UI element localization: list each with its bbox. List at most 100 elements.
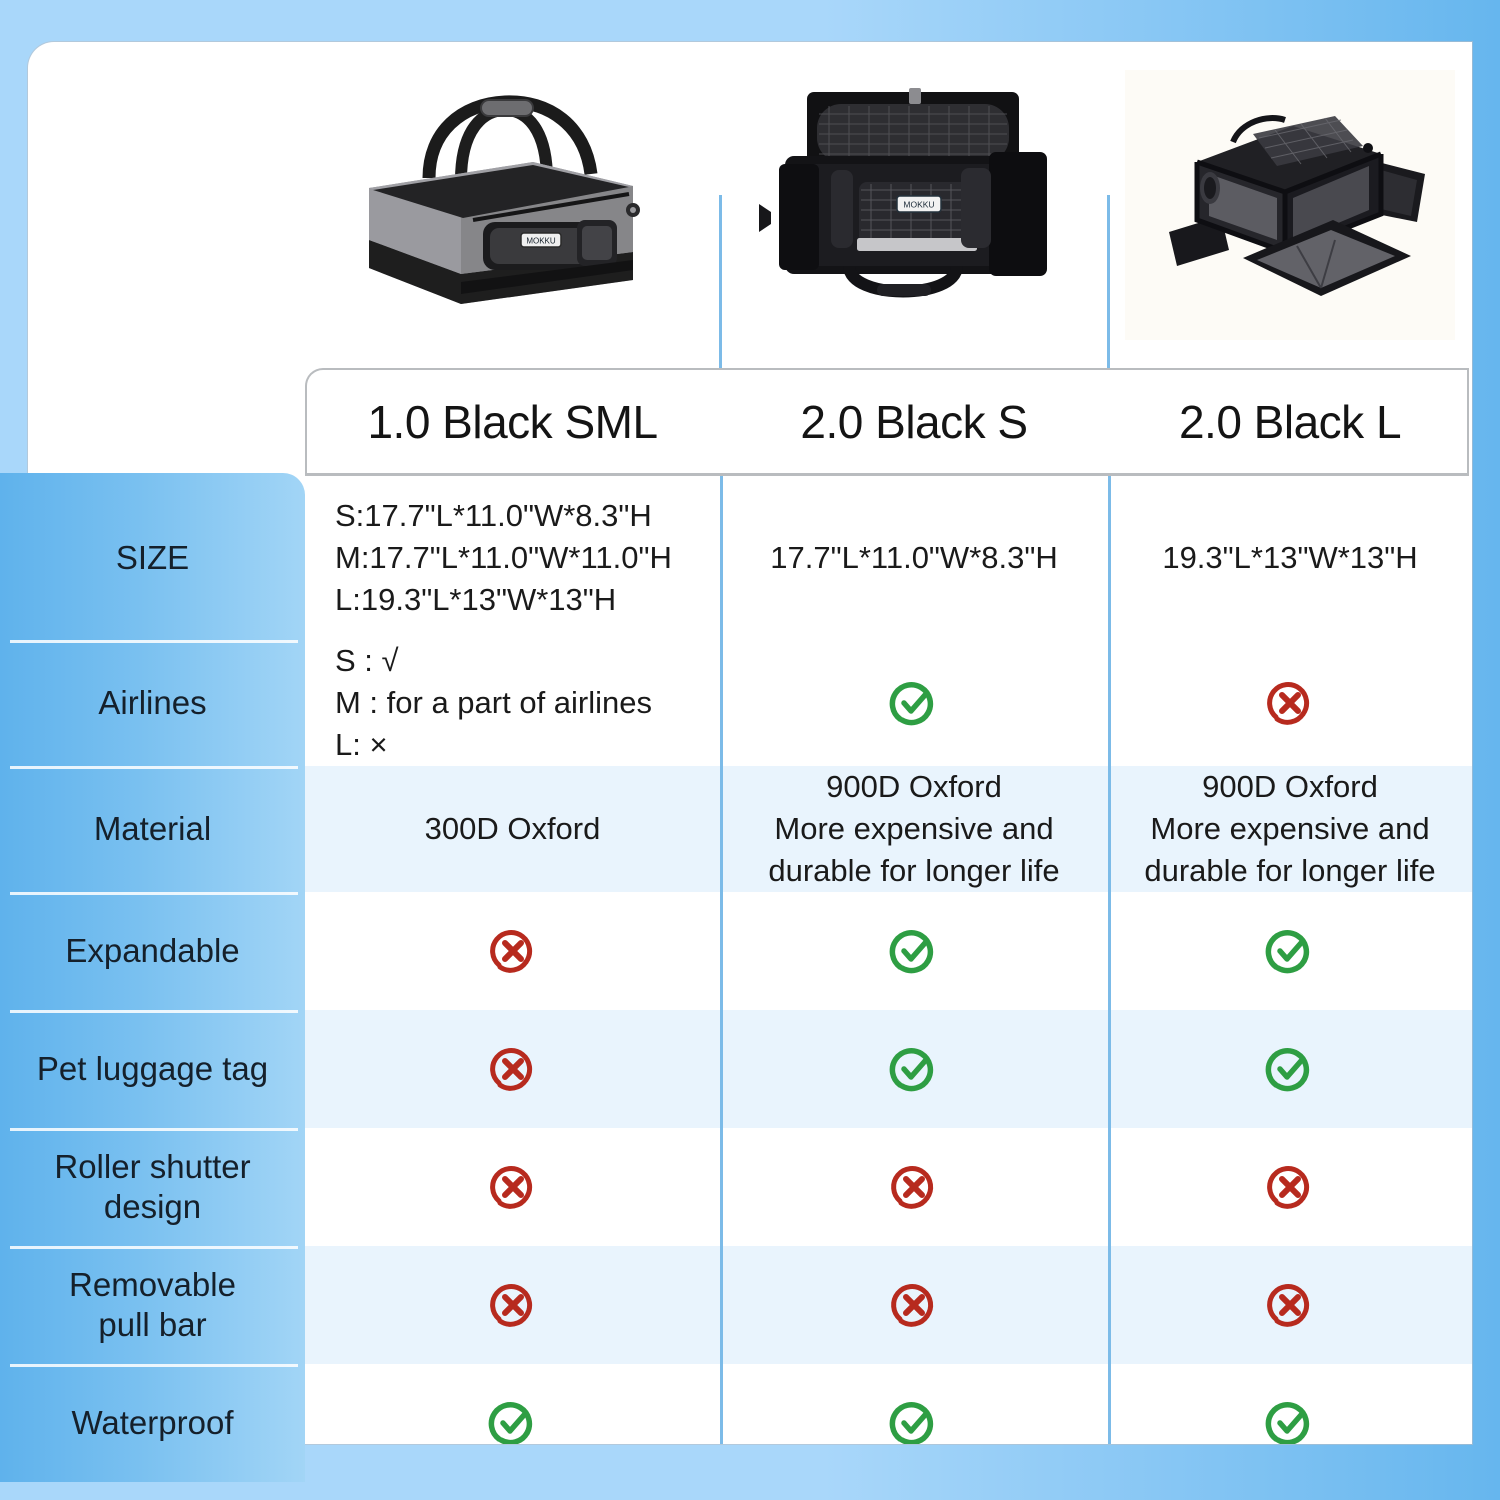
row-label-text: Material — [93, 809, 212, 847]
column-divider-2 — [1108, 766, 1111, 892]
column-header-3: 2.0 Black L — [1178, 396, 1402, 448]
cell-text: S : √ M : for a part of airlines L: × — [305, 640, 720, 766]
column-divider-2 — [1108, 1246, 1111, 1364]
row-label: Airlines — [0, 640, 305, 766]
cell-cross — [720, 1128, 1108, 1246]
cell-check — [1108, 892, 1472, 1010]
column-divider-2 — [1108, 1010, 1111, 1128]
column-header-1: 1.0 Black SML — [367, 396, 658, 448]
column-divider-1 — [720, 1246, 723, 1364]
column-divider-1 — [720, 892, 723, 1010]
cell-cross — [305, 892, 720, 1010]
column-divider-1 — [720, 1010, 723, 1128]
row-label-column: SIZE Airlines Material Expandable Pet luggag… — [0, 473, 305, 1482]
cell-text: 17.7"L*11.0"W*8.3"H — [720, 476, 1108, 640]
cross-circle-icon — [891, 1166, 934, 1209]
row-label-divider — [10, 640, 298, 643]
product-image-3 — [1108, 42, 1472, 368]
svg-text:MOKKU: MOKKU — [903, 200, 934, 210]
row-label: Waterproof — [0, 1364, 305, 1482]
row-label: Pet luggage tag — [0, 1010, 305, 1128]
row-label: Material — [0, 766, 305, 892]
cell-value: 17.7"L*11.0"W*8.3"H — [770, 539, 1058, 575]
check-circle-icon — [1265, 1048, 1310, 1092]
cell-text: 900D Oxford More expensive and durable f… — [720, 766, 1108, 892]
cell-value: S:17.7"L*11.0"W*8.3"H M:17.7"L*11.0"W*11… — [335, 497, 672, 618]
column-divider-2 — [1108, 476, 1111, 640]
comparison-card: MOKKU — [28, 42, 1472, 1444]
check-circle-icon — [889, 930, 934, 974]
cross-circle-icon — [489, 1166, 532, 1209]
cross-circle-icon — [489, 1048, 532, 1091]
check-circle-icon — [1265, 930, 1310, 974]
column-divider-1 — [720, 1128, 723, 1246]
column-divider-2 — [1108, 640, 1111, 766]
row-label-divider — [10, 1010, 298, 1013]
row-label-divider — [10, 892, 298, 895]
column-divider-2 — [1108, 1128, 1111, 1246]
black-pet-carrier-mesh-icon: MOKKU — [759, 88, 1047, 298]
cell-cross — [305, 1010, 720, 1128]
row-label: Expandable — [0, 892, 305, 1010]
check-circle-icon — [889, 1402, 934, 1444]
row-label-text: Removable pull bar — [69, 1265, 236, 1343]
cell-cross — [720, 1246, 1108, 1364]
cell-check — [720, 1364, 1108, 1444]
table-row — [305, 1128, 1472, 1246]
row-label-divider — [10, 1246, 298, 1249]
row-label: Roller shutter design — [0, 1128, 305, 1246]
row-label-text: SIZE — [115, 538, 190, 576]
svg-text:MOKKU: MOKKU — [526, 237, 556, 246]
row-label: SIZE — [0, 476, 305, 640]
cell-cross — [305, 1128, 720, 1246]
cell-check — [305, 1364, 720, 1444]
product-image-2: MOKKU — [720, 42, 1108, 368]
cell-text: 19.3"L*13"W*13"H — [1108, 476, 1472, 640]
table-row — [305, 1364, 1472, 1444]
cross-circle-icon — [1267, 682, 1310, 725]
cell-check — [720, 1010, 1108, 1128]
column-divider-2 — [1108, 892, 1111, 1010]
check-circle-icon — [488, 1402, 532, 1444]
image-divider-2 — [1107, 195, 1110, 368]
row-label-text: Roller shutter design — [54, 1147, 251, 1225]
cell-cross — [1108, 1128, 1472, 1246]
cross-circle-icon — [1267, 1284, 1310, 1327]
check-circle-icon — [1265, 1402, 1310, 1444]
cell-cross — [305, 1246, 720, 1364]
cell-value: 300D Oxford — [424, 810, 601, 846]
column-divider-1 — [720, 1364, 723, 1444]
product-image-1: MOKKU — [305, 42, 720, 368]
cell-check — [720, 892, 1108, 1010]
table-row — [305, 640, 1472, 766]
cross-circle-icon — [1267, 1166, 1310, 1209]
product-image-strip: MOKKU — [305, 42, 1472, 368]
row-label-divider — [10, 1128, 298, 1131]
row-label-divider — [10, 1364, 298, 1367]
column-divider-2 — [1108, 1364, 1111, 1444]
gray-black-pet-carrier-duffel-icon: MOKKU — [368, 95, 640, 304]
cell-cross — [1108, 640, 1472, 766]
cell-value: 900D Oxford More expensive and durable f… — [1144, 768, 1436, 889]
check-circle-icon — [889, 682, 934, 726]
row-label-divider — [10, 766, 298, 769]
cell-value: S : √ M : for a part of airlines L: × — [335, 642, 653, 763]
black-expandable-pet-carrier-icon — [1125, 70, 1455, 340]
row-label: Removable pull bar — [0, 1246, 305, 1364]
cell-value: 19.3"L*13"W*13"H — [1162, 539, 1418, 575]
cell-check — [720, 640, 1108, 766]
cell-value: 900D Oxford More expensive and durable f… — [768, 768, 1060, 889]
column-divider-1 — [720, 766, 723, 892]
cell-check — [1108, 1010, 1472, 1128]
cell-text: S:17.7"L*11.0"W*8.3"H M:17.7"L*11.0"W*11… — [305, 476, 720, 640]
table-header-box — [305, 368, 1469, 476]
cell-text: 300D Oxford — [305, 766, 720, 892]
table-row — [305, 1246, 1472, 1364]
row-label-text: Expandable — [65, 931, 240, 969]
cross-circle-icon — [891, 1284, 934, 1327]
column-divider-1 — [720, 640, 723, 766]
check-circle-icon — [889, 1048, 934, 1092]
cross-circle-icon — [489, 930, 532, 973]
cell-text: 900D Oxford More expensive and durable f… — [1108, 766, 1472, 892]
